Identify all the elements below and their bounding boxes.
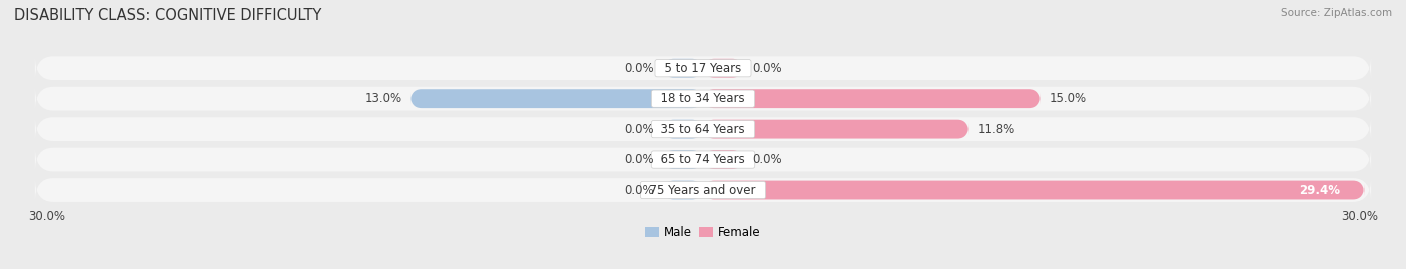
- FancyBboxPatch shape: [703, 120, 969, 139]
- FancyBboxPatch shape: [35, 178, 1371, 203]
- FancyBboxPatch shape: [35, 56, 1371, 81]
- FancyBboxPatch shape: [662, 120, 703, 139]
- Text: 11.8%: 11.8%: [977, 123, 1015, 136]
- FancyBboxPatch shape: [703, 180, 1364, 200]
- Text: 0.0%: 0.0%: [624, 123, 654, 136]
- FancyBboxPatch shape: [662, 180, 703, 200]
- Text: 5 to 17 Years: 5 to 17 Years: [657, 62, 749, 75]
- FancyBboxPatch shape: [703, 150, 744, 169]
- Text: 15.0%: 15.0%: [1049, 92, 1087, 105]
- Text: 65 to 74 Years: 65 to 74 Years: [654, 153, 752, 166]
- Text: Source: ZipAtlas.com: Source: ZipAtlas.com: [1281, 8, 1392, 18]
- Text: 0.0%: 0.0%: [752, 62, 782, 75]
- Text: 0.0%: 0.0%: [624, 153, 654, 166]
- Legend: Male, Female: Male, Female: [645, 226, 761, 239]
- Text: 75 Years and over: 75 Years and over: [643, 183, 763, 197]
- Text: DISABILITY CLASS: COGNITIVE DIFFICULTY: DISABILITY CLASS: COGNITIVE DIFFICULTY: [14, 8, 322, 23]
- FancyBboxPatch shape: [703, 59, 744, 78]
- Text: 0.0%: 0.0%: [752, 153, 782, 166]
- Text: 35 to 64 Years: 35 to 64 Years: [654, 123, 752, 136]
- FancyBboxPatch shape: [662, 150, 703, 169]
- FancyBboxPatch shape: [35, 117, 1371, 141]
- FancyBboxPatch shape: [35, 86, 1371, 111]
- FancyBboxPatch shape: [703, 89, 1040, 108]
- Text: 0.0%: 0.0%: [624, 62, 654, 75]
- FancyBboxPatch shape: [411, 89, 703, 108]
- Text: 30.0%: 30.0%: [1341, 210, 1378, 223]
- Text: 0.0%: 0.0%: [624, 183, 654, 197]
- FancyBboxPatch shape: [35, 147, 1371, 172]
- Text: 18 to 34 Years: 18 to 34 Years: [654, 92, 752, 105]
- Text: 13.0%: 13.0%: [364, 92, 402, 105]
- FancyBboxPatch shape: [662, 59, 703, 78]
- Text: 29.4%: 29.4%: [1299, 183, 1340, 197]
- Text: 30.0%: 30.0%: [28, 210, 65, 223]
